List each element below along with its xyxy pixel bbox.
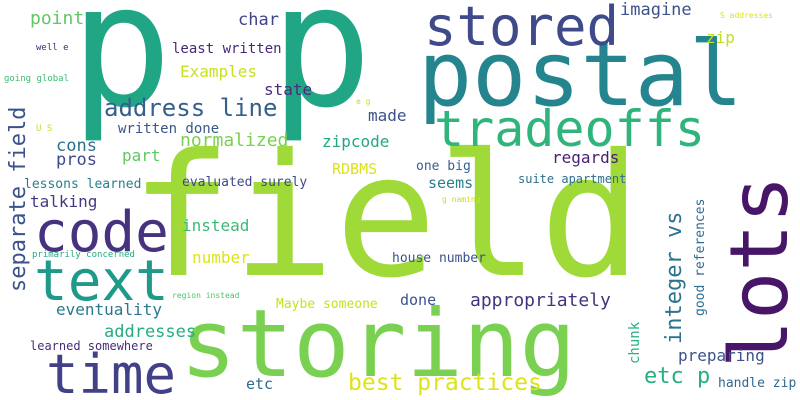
word-primarily-concerned: primarily concerned [32, 251, 135, 260]
word-e-g: e g [356, 98, 370, 106]
word-seems: seems [428, 176, 473, 191]
word-learned-somewhere: learned somewhere [30, 340, 153, 352]
word-one-big: one big [416, 160, 471, 173]
word-preparing: preparing [678, 348, 765, 364]
word-lots: lots [720, 175, 800, 368]
word-lessons-learned: lessons learned [24, 178, 141, 191]
word-separate-field: separate field [8, 107, 30, 292]
word-p2: p [270, 0, 372, 132]
word-etc: etc [246, 377, 273, 392]
word-done: done [400, 293, 436, 308]
word-good-references: good references [694, 199, 707, 316]
word-best-practices: best practices [348, 372, 542, 395]
word-normalized: normalized [180, 132, 288, 150]
word-eventuality: eventuality [56, 302, 162, 318]
word-maybe-someone: Maybe someone [276, 298, 378, 311]
word-address-line: address line [104, 96, 277, 120]
word-point: point [30, 10, 84, 28]
word-regards: regards [552, 150, 619, 166]
word-tradeoffs: tradeoffs [434, 104, 705, 154]
word-imagine: imagine [620, 2, 692, 19]
word-examples: Examples [180, 64, 257, 80]
word-house-number: house number [392, 252, 486, 265]
word-suite-apartment: suite apartment [518, 173, 626, 185]
word-char: char [238, 12, 279, 29]
word-handle-zip: handle zip [718, 377, 796, 390]
word-chunk: chunk [628, 322, 642, 364]
word-zip: zip [706, 30, 735, 46]
word-instead: instead [182, 218, 249, 234]
word-u-s: U S [36, 125, 52, 134]
word-pros: pros [56, 152, 97, 169]
word-stored: stored [424, 0, 619, 54]
word-time: time [46, 348, 176, 400]
word-made: made [368, 108, 407, 124]
word-etc-p: etc p [644, 366, 710, 388]
word-evaluated-surely: evaluated surely [182, 176, 307, 189]
word-zipcode: zipcode [322, 134, 389, 150]
word-well-e: well e [36, 44, 69, 53]
word-part: part [122, 148, 161, 164]
word-number: number [192, 250, 250, 266]
word-region-instead: region instead [172, 292, 239, 300]
word-state: state [264, 82, 312, 98]
word-going-global: going global [4, 75, 69, 84]
word-least-written: least written [172, 42, 282, 56]
word-g-naming: g naming [442, 196, 481, 204]
word-rdbms: RDBMS [332, 162, 377, 177]
word-talking: talking [30, 194, 97, 210]
word-appropriately: appropriately [470, 292, 611, 310]
word-integer-vs: integer vs [664, 212, 686, 344]
word-s-addresses: S addresses [720, 12, 773, 20]
